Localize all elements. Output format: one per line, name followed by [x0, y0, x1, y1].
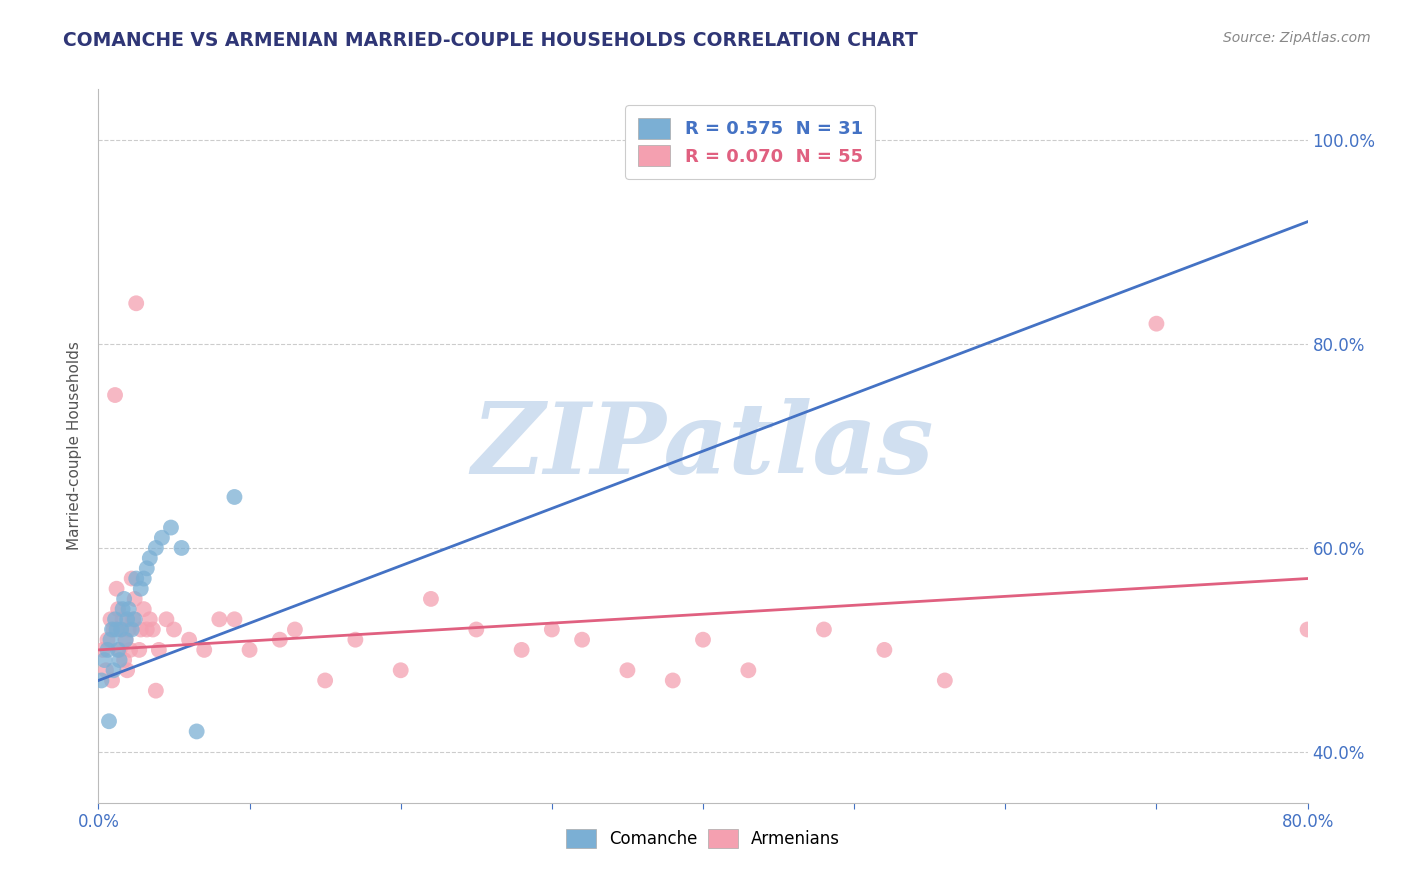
Point — [103, 623, 125, 637]
Point — [571, 632, 593, 647]
Point — [145, 541, 167, 555]
Point — [125, 296, 148, 310]
Point — [101, 623, 124, 637]
Point — [104, 388, 127, 402]
Point — [98, 714, 121, 729]
Point — [145, 683, 167, 698]
Point — [420, 591, 443, 606]
Point — [104, 612, 127, 626]
Point — [1296, 623, 1319, 637]
Point — [142, 623, 165, 637]
Point — [101, 673, 124, 688]
Point — [139, 551, 162, 566]
Point — [96, 632, 118, 647]
Point — [100, 612, 122, 626]
Point — [692, 632, 714, 647]
Point — [186, 724, 208, 739]
Point — [389, 663, 412, 677]
Point — [114, 632, 136, 647]
Point — [179, 632, 201, 647]
Point — [135, 561, 157, 575]
Point — [224, 490, 246, 504]
Point — [239, 643, 262, 657]
Point — [118, 623, 141, 637]
Point — [135, 623, 157, 637]
Point — [115, 663, 138, 677]
Point — [224, 612, 246, 626]
Point — [170, 541, 193, 555]
Point — [107, 643, 129, 657]
Y-axis label: Married-couple Households: Married-couple Households — [67, 342, 83, 550]
Point — [465, 623, 488, 637]
Point — [540, 623, 562, 637]
Point — [105, 582, 128, 596]
Point — [148, 643, 170, 657]
Point — [107, 602, 129, 616]
Point — [616, 663, 638, 677]
Point — [120, 643, 142, 657]
Point — [111, 612, 134, 626]
Point — [163, 623, 186, 637]
Point — [124, 612, 146, 626]
Point — [150, 531, 173, 545]
Point — [110, 623, 132, 637]
Point — [737, 663, 759, 677]
Point — [813, 623, 835, 637]
Point — [108, 643, 131, 657]
Point — [132, 572, 155, 586]
Point — [108, 653, 131, 667]
Point — [128, 643, 150, 657]
Point — [269, 632, 291, 647]
Point — [121, 572, 143, 586]
Point — [111, 602, 134, 616]
Point — [121, 623, 143, 637]
Point — [114, 632, 136, 647]
Point — [93, 653, 115, 667]
Point — [110, 623, 132, 637]
Point — [129, 623, 152, 637]
Point — [934, 673, 956, 688]
Point — [129, 582, 152, 596]
Point — [284, 623, 307, 637]
Point — [103, 663, 125, 677]
Point — [193, 643, 215, 657]
Point — [1144, 317, 1167, 331]
Point — [314, 673, 336, 688]
Point — [124, 591, 146, 606]
Point — [344, 632, 367, 647]
Text: ZIPatlas: ZIPatlas — [472, 398, 934, 494]
Point — [125, 572, 148, 586]
Point — [105, 623, 128, 637]
Point — [155, 612, 177, 626]
Point — [91, 643, 114, 657]
Point — [661, 673, 683, 688]
Text: Source: ZipAtlas.com: Source: ZipAtlas.com — [1223, 31, 1371, 45]
Point — [160, 520, 183, 534]
Point — [112, 591, 135, 606]
Point — [510, 643, 533, 657]
Point — [90, 673, 112, 688]
Point — [873, 643, 896, 657]
Point — [122, 612, 145, 626]
Point — [96, 643, 118, 657]
Point — [115, 612, 138, 626]
Point — [94, 663, 117, 677]
Legend: Comanche, Armenians: Comanche, Armenians — [560, 822, 846, 855]
Point — [112, 653, 135, 667]
Point — [139, 612, 162, 626]
Point — [100, 632, 122, 647]
Point — [132, 602, 155, 616]
Point — [661, 133, 683, 147]
Point — [118, 602, 141, 616]
Text: COMANCHE VS ARMENIAN MARRIED-COUPLE HOUSEHOLDS CORRELATION CHART: COMANCHE VS ARMENIAN MARRIED-COUPLE HOUS… — [63, 31, 918, 50]
Point — [208, 612, 231, 626]
